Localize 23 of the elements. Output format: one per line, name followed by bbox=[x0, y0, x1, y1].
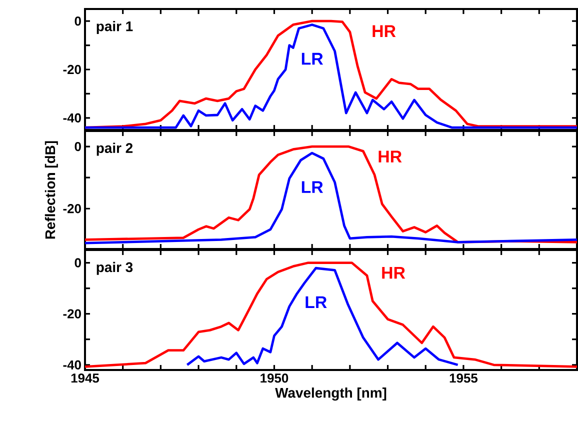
series-label: LR bbox=[302, 181, 324, 193]
x-tick-label: 1955 bbox=[450, 374, 478, 383]
text: pair 1 bbox=[96, 20, 133, 34]
y-tick-label: -20 bbox=[63, 309, 81, 318]
y-tick-label: 0 bbox=[74, 16, 81, 26]
text: pair 3 bbox=[96, 262, 133, 275]
y-axis-title: Reflection [dB] bbox=[44, 141, 58, 239]
y-tick-label: -20 bbox=[63, 204, 81, 214]
text: pair 2 bbox=[96, 142, 133, 156]
series-label: LR bbox=[306, 296, 327, 308]
x-axis-title: Wavelength [nm] bbox=[275, 388, 386, 401]
series-label: LR bbox=[302, 52, 324, 65]
series-label: HR bbox=[382, 266, 406, 279]
series-label: HR bbox=[372, 25, 396, 37]
y-tick-label: -40 bbox=[63, 113, 81, 122]
x-tick-label: 1945 bbox=[71, 374, 100, 383]
y-tick-label: 0 bbox=[74, 142, 81, 152]
x-tick-label: 1950 bbox=[260, 374, 288, 383]
series-label: HR bbox=[378, 150, 402, 162]
y-tick-label: -40 bbox=[63, 360, 81, 370]
y-tick-label: -20 bbox=[63, 64, 81, 74]
y-tick-label: 0 bbox=[74, 258, 81, 268]
line-series bbox=[186, 266, 459, 366]
